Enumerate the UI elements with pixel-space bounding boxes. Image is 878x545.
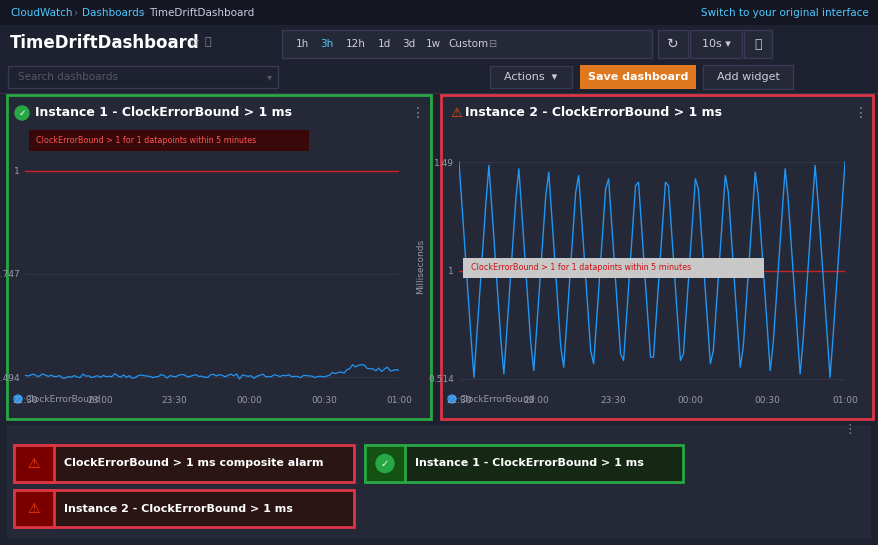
Bar	[658, 30, 687, 58]
Text: TimeDriftDashboard: TimeDriftDashboard	[149, 8, 254, 18]
Text: Actions  ▾: Actions ▾	[504, 72, 557, 82]
Bar	[743, 30, 771, 58]
Text: 1w: 1w	[425, 39, 440, 49]
Circle shape	[376, 455, 393, 473]
Bar	[14, 490, 54, 527]
Bar	[0, 61, 878, 93]
Bar	[579, 65, 695, 89]
Bar	[14, 445, 54, 482]
Text: ⚠: ⚠	[28, 457, 40, 470]
Text: ClockErrorBound: ClockErrorBound	[26, 395, 101, 403]
Text: ⚠: ⚠	[28, 501, 40, 516]
Bar	[364, 445, 682, 482]
Bar	[0, 93, 878, 94]
Text: ⋮: ⋮	[411, 106, 425, 120]
Bar	[25, 168, 399, 181]
Text: Instance 2 - ClockErrorBound > 1 ms: Instance 2 - ClockErrorBound > 1 ms	[464, 106, 721, 119]
Text: 🌙: 🌙	[205, 37, 212, 47]
Text: 1h: 1h	[295, 39, 308, 49]
Text: Instance 1 - ClockErrorBound > 1 ms: Instance 1 - ClockErrorBound > 1 ms	[414, 458, 644, 469]
Text: 3d: 3d	[402, 39, 415, 49]
Bar	[14, 445, 354, 482]
Text: ↻: ↻	[666, 37, 678, 51]
Circle shape	[448, 395, 456, 403]
FancyBboxPatch shape	[29, 130, 309, 151]
Text: Instance 1 - ClockErrorBound > 1 ms: Instance 1 - ClockErrorBound > 1 ms	[35, 106, 291, 119]
Text: ClockErrorBound: ClockErrorBound	[459, 395, 535, 403]
Text: ✓: ✓	[380, 458, 389, 469]
Text: ⤢: ⤢	[753, 38, 761, 51]
Text: TimeDriftDashboard: TimeDriftDashboard	[10, 34, 199, 52]
Text: Custom: Custom	[448, 39, 487, 49]
Text: 12h: 12h	[346, 39, 365, 49]
Bar	[7, 95, 430, 419]
Text: ClockErrorBound > 1 for 1 datapoints within 5 minutes: ClockErrorBound > 1 for 1 datapoints wit…	[470, 263, 690, 272]
Text: Add widget: Add widget	[716, 72, 779, 82]
Bar	[14, 490, 354, 527]
FancyBboxPatch shape	[463, 258, 763, 278]
Circle shape	[15, 106, 29, 120]
Text: 1d: 1d	[377, 39, 390, 49]
Text: Switch to your original interface: Switch to your original interface	[701, 8, 868, 18]
Text: ⋮: ⋮	[843, 423, 855, 437]
Text: ›: ›	[140, 8, 145, 18]
Text: CloudWatch: CloudWatch	[10, 8, 72, 18]
Text: ClockErrorBound > 1 ms composite alarm: ClockErrorBound > 1 ms composite alarm	[64, 458, 323, 469]
Bar	[702, 65, 792, 89]
Text: ✓: ✓	[18, 108, 25, 118]
Text: Instance 2 - ClockErrorBound > 1 ms: Instance 2 - ClockErrorBound > 1 ms	[64, 504, 292, 513]
Text: Save dashboard: Save dashboard	[587, 72, 687, 82]
Text: ⋮: ⋮	[853, 106, 867, 120]
Bar	[0, 0, 878, 25]
Bar	[282, 30, 651, 58]
Text: ClockErrorBound > 1 for 1 datapoints within 5 minutes: ClockErrorBound > 1 for 1 datapoints wit…	[36, 136, 256, 145]
Bar	[364, 445, 405, 482]
Text: ⚠: ⚠	[450, 106, 461, 119]
Text: ▾: ▾	[267, 72, 272, 82]
Text: ☆: ☆	[188, 35, 199, 49]
Bar	[0, 25, 878, 61]
Text: 10s ▾: 10s ▾	[701, 39, 730, 49]
Text: 3h: 3h	[320, 39, 334, 49]
Bar	[441, 95, 872, 419]
Text: Dashboards: Dashboards	[82, 8, 144, 18]
Y-axis label: Milliseconds: Milliseconds	[416, 239, 425, 294]
Text: ⊟: ⊟	[487, 39, 495, 49]
Bar	[489, 66, 572, 88]
Text: Search dashboards: Search dashboards	[18, 72, 118, 82]
Circle shape	[14, 395, 22, 403]
Bar	[689, 30, 741, 58]
Bar	[8, 66, 277, 88]
Text: ›: ›	[74, 8, 78, 18]
Bar	[7, 425, 870, 539]
